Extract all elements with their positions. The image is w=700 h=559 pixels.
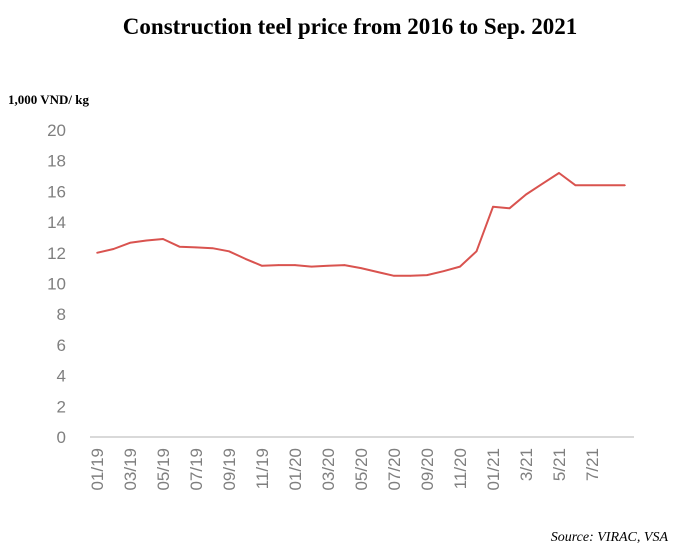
source-note: Source: VIRAC, VSA [550,530,668,545]
data-point [327,265,329,267]
y-tick-label: 20 [47,121,66,140]
data-point [261,265,263,267]
data-point [624,184,626,187]
data-point [409,275,412,277]
y-tick-label: 14 [47,213,66,232]
data-point [360,267,362,269]
y-tick-label: 16 [47,182,66,201]
data-point [112,248,115,250]
x-tick-label: 11/19 [253,448,272,489]
data-point [310,265,313,268]
data-point [541,182,544,185]
y-tick-label: 12 [47,244,66,263]
data-point [442,270,445,273]
data-point [228,250,230,253]
data-point [475,250,478,253]
x-tick-label: 01/21 [484,448,503,491]
x-tick-label: 09/19 [220,448,239,491]
x-tick-label: 05/20 [352,448,371,491]
data-point [277,264,280,266]
data-point [525,193,527,196]
data-point [607,184,610,187]
data-point [459,265,461,268]
data-point [96,252,98,254]
chart-title: Construction teel price from 2016 to Sep… [122,14,578,39]
data-point [492,205,494,208]
data-point [211,247,214,249]
y-tick-label: 4 [57,367,66,386]
data-point [591,184,593,187]
x-tick-label: 7/21 [583,448,602,481]
y-tick-label: 18 [47,152,66,171]
data-point [508,207,511,210]
x-tick-label: 5/21 [550,448,569,481]
y-axis-unit-label: 1,000 VND/ kg [8,92,90,107]
y-tick-label: 0 [57,428,66,447]
x-tick-label: 01/19 [88,448,107,491]
data-point [162,238,164,240]
y-tick-label: 2 [57,397,66,416]
y-tick-label: 8 [57,305,66,324]
data-point [145,239,148,242]
data-point [244,258,247,260]
x-tick-label: 3/21 [517,448,536,481]
data-point [574,184,577,187]
x-tick-label: 03/19 [121,448,140,491]
data-point [178,245,181,248]
x-tick-label: 09/20 [418,448,437,491]
x-tick-label: 03/20 [319,448,338,491]
x-tick-label: 11/20 [451,448,470,489]
y-tick-label: 6 [57,336,66,355]
data-point [393,275,395,277]
x-tick-label: 07/20 [385,448,404,491]
data-point [558,172,560,174]
y-tick-label: 10 [47,275,66,294]
x-tick-label: 05/19 [154,448,173,491]
data-point [195,246,197,249]
data-point [376,271,379,273]
data-point [294,264,296,266]
x-tick-label: 07/19 [187,448,206,491]
data-point [129,242,131,244]
data-point [426,274,428,276]
data-point [343,264,346,266]
series-line [96,172,625,277]
x-tick-label: 01/20 [286,448,305,491]
